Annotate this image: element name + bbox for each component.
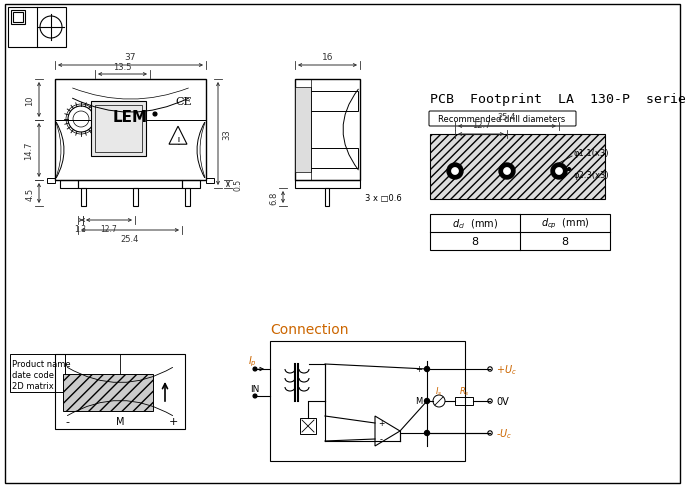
Text: -: - [419,428,422,438]
Circle shape [425,430,429,436]
Circle shape [503,168,510,175]
Circle shape [253,394,257,398]
Text: 14.7: 14.7 [25,142,34,160]
Bar [182,181,200,189]
Bar [81,189,86,206]
Bar [206,179,214,183]
Bar [8,8,66,48]
Text: $d_{cp}$  (mm): $d_{cp}$ (mm) [540,216,589,231]
Circle shape [425,367,429,372]
Bar [185,189,190,206]
Text: 6.8: 6.8 [269,191,279,204]
Circle shape [425,399,429,404]
Text: +: + [169,416,177,426]
Circle shape [451,168,458,175]
Bar [133,189,138,206]
Bar [78,181,182,189]
Bar [295,80,360,181]
Text: M: M [414,397,422,406]
Text: date code: date code [12,370,54,379]
Text: -: - [65,416,69,426]
Bar [91,102,146,157]
Text: !: ! [176,137,180,147]
Text: φ1.1(x3): φ1.1(x3) [574,149,610,158]
Text: 10: 10 [25,95,34,105]
Text: +$U_c$: +$U_c$ [496,363,517,376]
Bar [325,189,329,206]
Text: 13.5: 13.5 [113,62,132,71]
Bar [13,13,23,23]
Text: $R_s$: $R_s$ [459,385,469,397]
Text: 25.4: 25.4 [121,234,139,243]
Bar [55,80,206,181]
Text: M: M [116,416,124,426]
Bar [63,374,153,411]
Text: PCB  Footprint  LA  130-P  series: PCB Footprint LA 130-P series [430,93,685,106]
Text: 8: 8 [471,237,479,246]
Bar [10,354,65,392]
Text: -$U_c$: -$U_c$ [496,426,512,440]
Text: +: + [378,419,384,427]
Text: φ2.3(x3): φ2.3(x3) [574,170,610,179]
Bar [60,181,78,189]
Text: 33: 33 [223,129,232,140]
Text: LEM: LEM [112,110,147,125]
Text: 4.5: 4.5 [25,187,34,200]
Text: 0.5: 0.5 [234,179,242,191]
Text: Recommended drill diameters: Recommended drill diameters [438,114,566,123]
Text: Product name: Product name [12,359,71,368]
Bar [295,88,311,173]
Text: Connection: Connection [270,323,349,336]
Text: 37: 37 [125,53,136,62]
Text: 0V: 0V [496,396,509,406]
Bar [297,92,358,112]
Text: 25.4: 25.4 [498,113,516,122]
Bar [11,11,25,25]
Text: -: - [379,435,382,444]
Text: 3 x □0.6: 3 x □0.6 [365,193,401,202]
Bar [297,149,358,169]
Circle shape [556,168,562,175]
Text: 2D matrix: 2D matrix [12,381,53,390]
Bar [455,397,473,405]
Bar [430,215,610,250]
Bar [300,418,316,434]
Circle shape [153,113,157,117]
Text: 1.3: 1.3 [75,224,86,233]
Bar [95,106,142,153]
Text: $d_{ci}$  (mm): $d_{ci}$ (mm) [452,217,498,230]
Text: 12.7: 12.7 [472,121,490,130]
Bar [47,179,55,183]
Text: 8: 8 [562,237,569,246]
Text: $I_s$: $I_s$ [435,385,443,397]
Circle shape [567,168,571,171]
Text: 16: 16 [322,53,333,62]
Text: CE: CE [175,97,192,107]
Circle shape [447,163,463,180]
Text: 12.7: 12.7 [101,224,117,233]
Bar [270,341,465,461]
Circle shape [551,163,567,180]
Circle shape [253,367,257,371]
Bar [430,135,605,200]
Bar [55,354,185,429]
Text: $I_p$: $I_p$ [247,354,256,368]
Bar [295,181,360,189]
Text: +: + [415,365,422,374]
Circle shape [499,163,515,180]
Text: IN: IN [250,384,260,393]
